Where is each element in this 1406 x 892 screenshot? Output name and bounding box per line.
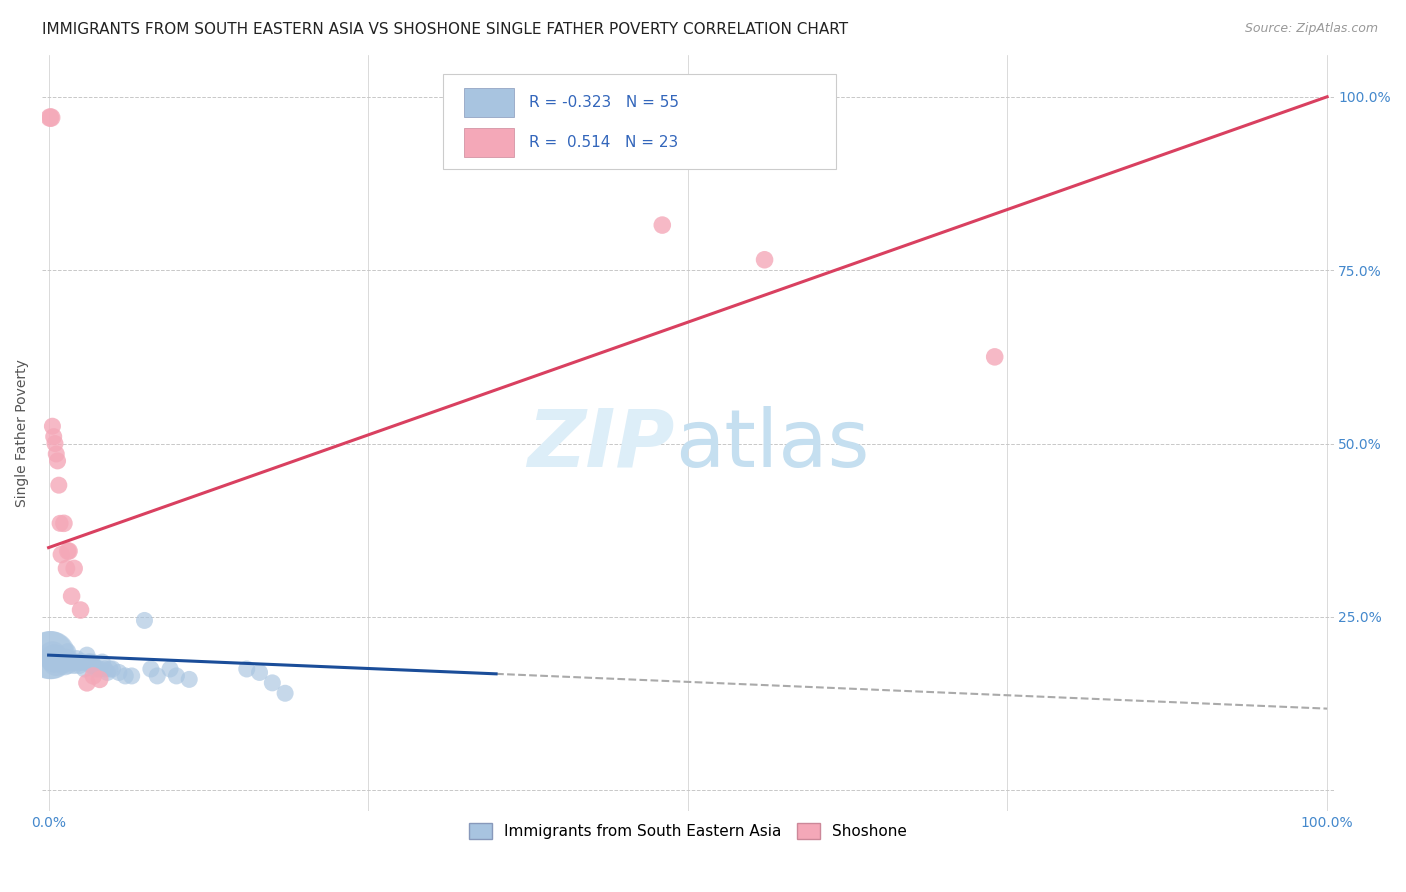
Point [754,252,776,267]
Legend: Immigrants from South Eastern Asia, Shoshone: Immigrants from South Eastern Asia, Shos… [463,817,912,845]
Point [114,669,136,683]
Point [76,648,98,662]
Point [262,676,284,690]
Point [108,665,131,680]
Point [69,603,91,617]
Point [60,655,83,669]
Point [56,544,79,558]
Point [179,673,201,687]
Point [62,655,84,669]
Point [73,662,96,676]
Point [39,648,62,662]
Point [77,655,100,669]
Point [49,516,72,531]
Point [86,662,108,676]
Point [134,614,156,628]
Point [63,658,86,673]
Point [82,658,104,673]
Point [49,655,72,669]
Point [121,669,143,683]
Text: Source: ZipAtlas.com: Source: ZipAtlas.com [1244,22,1378,36]
Point [45,447,67,461]
Point [51,655,73,669]
Point [41,648,63,662]
Point [58,658,80,673]
Point [80,655,103,669]
Point [59,655,82,669]
Point [55,651,77,665]
Point [39,111,62,125]
Point [72,655,94,669]
Point [48,478,70,492]
FancyBboxPatch shape [464,128,513,156]
Point [165,669,187,683]
Point [63,561,86,575]
Point [55,561,77,575]
Point [983,350,1005,364]
Point [94,662,117,676]
Point [83,662,105,676]
Point [56,645,79,659]
Text: IMMIGRANTS FROM SOUTH EASTERN ASIA VS SHOSHONE SINGLE FATHER POVERTY CORRELATION: IMMIGRANTS FROM SOUTH EASTERN ASIA VS SH… [42,22,848,37]
Point [48,651,70,665]
Point [139,662,162,676]
Point [44,651,66,665]
Point [51,548,73,562]
Point [52,655,75,669]
Point [80,658,103,673]
Point [236,662,259,676]
Text: R =  0.514   N = 23: R = 0.514 N = 23 [529,135,678,150]
Point [38,648,60,662]
Point [44,436,66,450]
Point [70,655,93,669]
Point [66,655,89,669]
Point [159,662,181,676]
Point [98,662,121,676]
Point [651,218,673,232]
Point [101,662,124,676]
FancyBboxPatch shape [443,74,837,169]
Point [82,669,104,683]
Point [53,658,76,673]
Point [79,655,101,669]
Point [96,665,118,680]
Point [52,516,75,531]
Point [146,669,169,683]
Point [89,673,111,687]
Text: atlas: atlas [675,406,869,483]
Point [46,454,69,468]
FancyBboxPatch shape [464,87,513,117]
Point [69,655,91,669]
Point [41,419,63,434]
Point [67,658,90,673]
Point [45,655,67,669]
Point [274,686,297,700]
Point [38,111,60,125]
Point [76,676,98,690]
Point [249,665,271,680]
Point [42,651,65,665]
Text: R = -0.323   N = 55: R = -0.323 N = 55 [529,95,679,110]
Point [58,544,80,558]
Text: ZIP: ZIP [527,406,675,483]
Point [66,651,89,665]
Point [60,589,83,603]
Point [89,662,111,676]
Y-axis label: Single Father Poverty: Single Father Poverty [15,359,30,507]
Point [42,429,65,443]
Point [91,655,114,669]
Point [65,655,87,669]
Point [46,655,69,669]
Point [52,655,75,669]
